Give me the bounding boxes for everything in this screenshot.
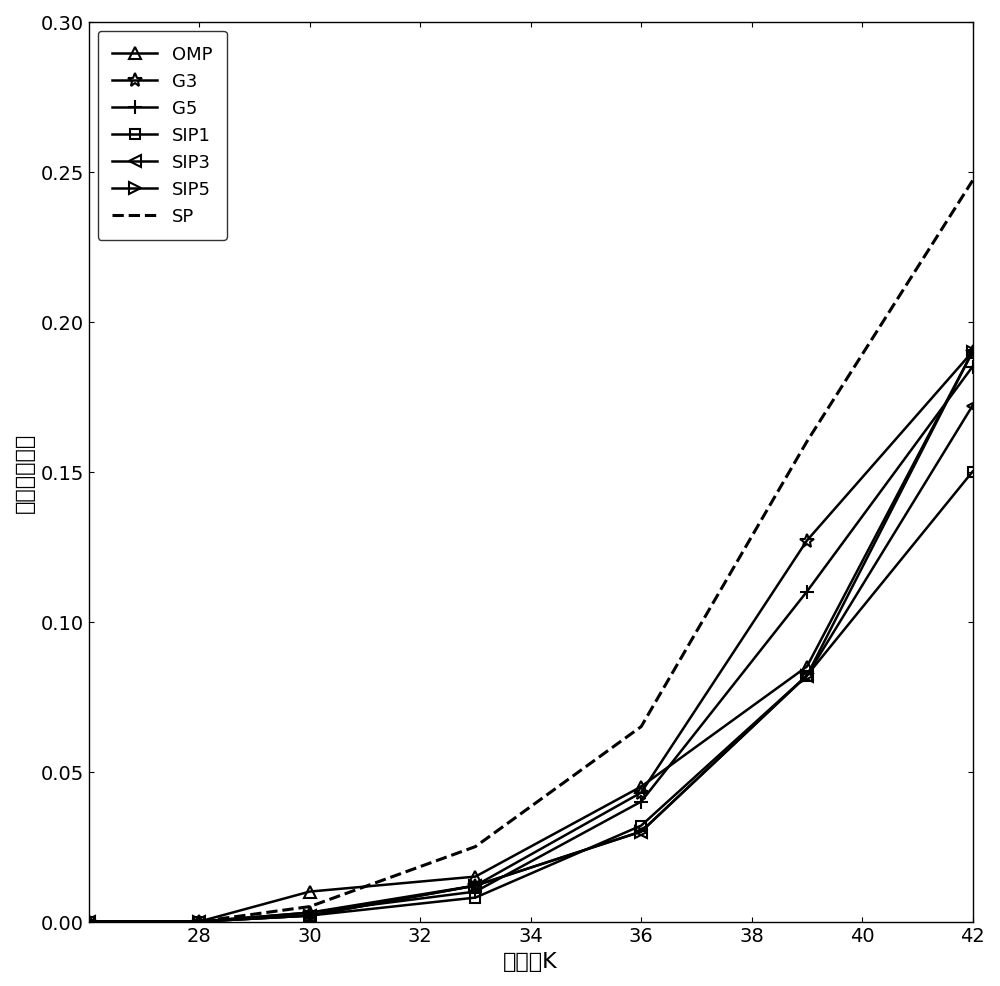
Line: SIP1: SIP1: [84, 467, 977, 927]
SIP3: [635, 826, 647, 838]
G3: [304, 907, 316, 919]
SIP5: [193, 916, 205, 928]
SIP1: [193, 916, 205, 928]
SP: [193, 916, 205, 928]
Line: SP: SP: [89, 181, 973, 922]
Line: SIP3: SIP3: [83, 400, 978, 927]
G5: [193, 916, 205, 928]
SP: [635, 721, 647, 733]
Y-axis label: 平均重构误差: 平均重构误差: [15, 432, 35, 512]
G5: [967, 361, 979, 373]
SIP5: [635, 826, 647, 838]
G3: [83, 916, 95, 928]
OMP: [304, 885, 316, 897]
Line: G5: G5: [82, 360, 980, 929]
X-axis label: 稀疏度K: 稀疏度K: [503, 951, 558, 971]
SIP1: [304, 910, 316, 922]
SIP3: [801, 669, 813, 681]
G5: [304, 907, 316, 919]
G3: [967, 346, 979, 358]
SIP3: [967, 400, 979, 412]
G5: [635, 796, 647, 808]
G3: [193, 916, 205, 928]
SP: [801, 436, 813, 448]
SIP1: [83, 916, 95, 928]
SIP5: [83, 916, 95, 928]
SIP3: [83, 916, 95, 928]
SP: [967, 176, 979, 187]
G5: [801, 586, 813, 598]
SIP1: [635, 819, 647, 831]
Line: OMP: OMP: [83, 347, 978, 927]
OMP: [469, 871, 481, 882]
G5: [83, 916, 95, 928]
Line: G3: G3: [82, 345, 980, 929]
G3: [801, 535, 813, 547]
SIP1: [801, 669, 813, 681]
OMP: [801, 661, 813, 672]
SIP3: [304, 910, 316, 922]
SIP1: [469, 891, 481, 903]
SIP5: [801, 669, 813, 681]
OMP: [193, 916, 205, 928]
SP: [304, 901, 316, 913]
G5: [469, 885, 481, 897]
G3: [469, 880, 481, 891]
SIP5: [469, 880, 481, 891]
OMP: [635, 781, 647, 793]
SP: [469, 841, 481, 853]
SIP3: [469, 880, 481, 891]
SIP5: [304, 910, 316, 922]
SP: [83, 916, 95, 928]
SIP1: [967, 466, 979, 478]
OMP: [83, 916, 95, 928]
SIP3: [193, 916, 205, 928]
Legend: OMP, G3, G5, SIP1, SIP3, SIP5, SP: OMP, G3, G5, SIP1, SIP3, SIP5, SP: [98, 32, 227, 241]
SIP5: [967, 346, 979, 358]
Line: SIP5: SIP5: [83, 347, 978, 927]
G3: [635, 787, 647, 799]
OMP: [967, 346, 979, 358]
